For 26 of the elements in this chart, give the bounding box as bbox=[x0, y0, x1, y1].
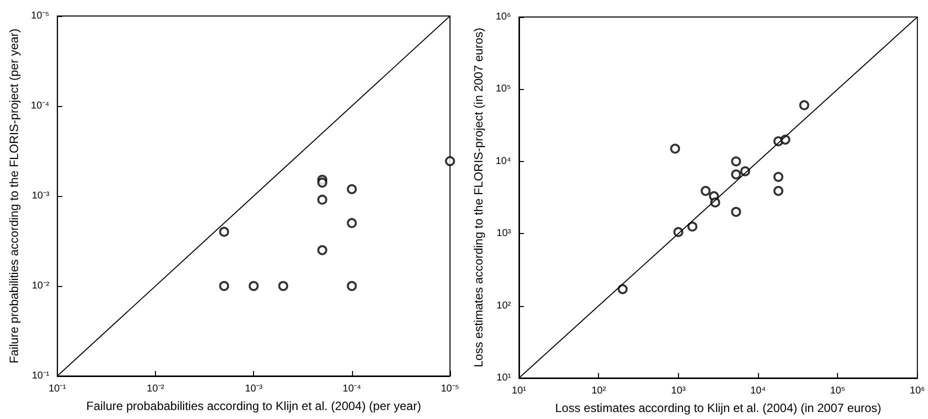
x-tick-label: 10⁴ bbox=[750, 386, 766, 396]
x-tick-label: 10⁻⁵ bbox=[440, 384, 460, 394]
x-tick-label: 10² bbox=[591, 386, 607, 396]
y-tick-label: 10⁴ bbox=[496, 156, 511, 167]
y-tick-label: 10⁶ bbox=[496, 12, 511, 22]
x-tick-label: 10⁻¹ bbox=[48, 384, 67, 394]
y-tick-label: 10¹ bbox=[496, 372, 512, 384]
x-tick-label: 10⁵ bbox=[830, 386, 846, 396]
y-tick-label: 10⁻⁴ bbox=[30, 100, 50, 112]
y-tick-label: 10⁵ bbox=[496, 84, 511, 95]
y-tick-label: 10⁻⁵ bbox=[31, 10, 50, 22]
y-tick-label: 10⁻¹ bbox=[32, 370, 50, 382]
y-tick-label: 10⁻² bbox=[32, 280, 50, 292]
x-tick-label: 10⁻³ bbox=[244, 384, 264, 394]
y-tick-label: 10² bbox=[496, 300, 512, 312]
x-tick-label: 10¹ bbox=[512, 386, 527, 396]
y-axis-title: Failure probabilities according to the FLORIS-project (per year) bbox=[7, 28, 21, 364]
x-axis-title: Failure probababilities according to Klijn et al. (2004) (per year) bbox=[86, 399, 422, 413]
x-tick-label: 10⁶ bbox=[910, 386, 926, 396]
y-tick-label: 10⁻³ bbox=[32, 190, 50, 202]
x-tick-label: 10⁻² bbox=[146, 384, 165, 394]
x-tick-label: 10⁻⁴ bbox=[342, 384, 362, 394]
x-tick-label: 10³ bbox=[671, 386, 686, 396]
y-axis-title: Loss estimates according to the FLORIS-project (in 2007 euros) bbox=[472, 28, 486, 368]
y-tick-label: 10³ bbox=[496, 228, 512, 240]
x-axis-title: Loss estimates according to Klijn et al. (2004) (in 2007 euros) bbox=[555, 401, 882, 415]
